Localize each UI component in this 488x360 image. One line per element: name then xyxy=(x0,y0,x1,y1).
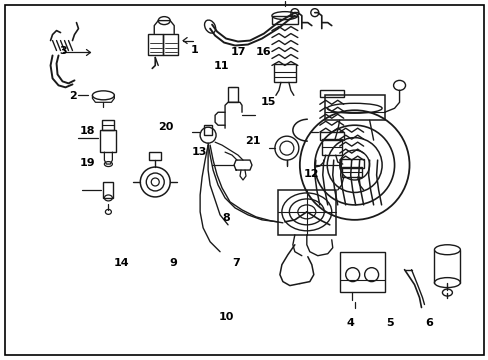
Bar xyxy=(319,90,343,97)
Text: 10: 10 xyxy=(218,312,233,322)
Bar xyxy=(148,33,163,55)
Text: 9: 9 xyxy=(169,258,177,268)
Text: 2: 2 xyxy=(69,91,77,101)
Text: 4: 4 xyxy=(346,318,354,328)
Text: 13: 13 xyxy=(192,147,207,157)
Text: 15: 15 xyxy=(260,97,275,107)
Text: 14: 14 xyxy=(114,258,129,268)
Text: 18: 18 xyxy=(80,126,95,135)
Text: 19: 19 xyxy=(80,158,95,168)
Bar xyxy=(321,139,341,155)
Text: 11: 11 xyxy=(213,61,228,71)
Text: 7: 7 xyxy=(231,258,239,268)
Text: 16: 16 xyxy=(255,46,270,57)
Bar xyxy=(324,95,384,120)
Bar xyxy=(273,64,295,82)
Bar xyxy=(319,132,343,140)
Bar xyxy=(103,182,113,198)
Bar xyxy=(227,87,238,102)
Text: 8: 8 xyxy=(222,213,230,222)
Bar xyxy=(339,159,363,168)
Bar xyxy=(100,130,116,152)
Bar xyxy=(163,33,178,55)
Text: 20: 20 xyxy=(158,122,173,132)
Text: 5: 5 xyxy=(385,318,393,328)
Text: 12: 12 xyxy=(304,168,319,179)
Text: 17: 17 xyxy=(230,46,246,57)
Text: 6: 6 xyxy=(424,318,432,328)
Text: 3: 3 xyxy=(59,46,67,56)
Text: 21: 21 xyxy=(245,136,261,146)
Bar xyxy=(271,15,297,24)
Bar xyxy=(339,252,384,292)
Bar xyxy=(203,125,212,135)
Bar xyxy=(341,167,361,177)
Bar xyxy=(102,120,114,130)
Text: 1: 1 xyxy=(190,45,198,55)
Bar xyxy=(277,190,335,235)
Bar xyxy=(149,152,161,160)
